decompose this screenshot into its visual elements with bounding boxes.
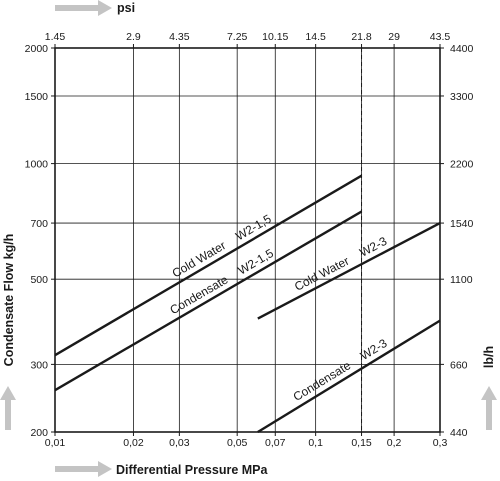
y2-tick-label: 1540 bbox=[450, 218, 474, 230]
x2-tick-label: 1.45 bbox=[45, 31, 66, 43]
x-tick-label: 0,03 bbox=[169, 437, 190, 449]
x-tick-label: 0,07 bbox=[265, 437, 286, 449]
y2-tick-label: 1100 bbox=[450, 274, 473, 286]
x-tick-label: 0,15 bbox=[351, 437, 372, 449]
y2-tick-label: 2200 bbox=[450, 159, 474, 171]
x2-tick-label: 2.9 bbox=[126, 31, 141, 43]
y2-tick-label: 660 bbox=[450, 359, 468, 371]
grid bbox=[54, 47, 441, 433]
series-line-2 bbox=[54, 210, 363, 392]
plot-frame bbox=[54, 47, 441, 433]
series-line-3 bbox=[257, 222, 441, 320]
y-tick-label: 2000 bbox=[25, 43, 49, 55]
y-tick-label: 500 bbox=[30, 274, 48, 286]
series-line-4 bbox=[257, 319, 441, 434]
x2-tick-label: 14.5 bbox=[305, 31, 326, 43]
y-tick-label: 1500 bbox=[25, 91, 49, 103]
y2-tick-label: 3300 bbox=[450, 91, 474, 103]
x-axis-title: Differential Pressure MPa bbox=[116, 463, 268, 477]
x-tick-label: 0,1 bbox=[308, 437, 323, 449]
x-tick-label: 0,2 bbox=[387, 437, 402, 449]
y-axis-arrow-icon bbox=[0, 386, 16, 430]
x2-axis-title: psi bbox=[117, 1, 135, 15]
series-label-4: CondensateW2-3 bbox=[291, 336, 390, 404]
x2-tick-label: 29 bbox=[388, 31, 400, 43]
x-tick-label: 0,05 bbox=[227, 437, 248, 449]
x2-tick-label: 10.15 bbox=[262, 31, 288, 43]
x-axis-arrow-icon bbox=[55, 461, 112, 477]
y-tick-label: 700 bbox=[30, 218, 48, 230]
data-lines bbox=[54, 174, 441, 434]
tick-labels: 0,01 0,02 0,03 0,05 0,07 0,1 0,15 0,2 0,3 1.45 2.9… bbox=[25, 31, 474, 449]
x2-tick-label: 21.8 bbox=[351, 31, 372, 43]
y-tick-label: 1000 bbox=[25, 159, 49, 171]
y-tick-label: 200 bbox=[30, 427, 48, 439]
x2-axis-arrow-icon bbox=[55, 0, 112, 16]
y2-tick-label: 440 bbox=[450, 427, 468, 439]
x-tick-label: 0,3 bbox=[433, 437, 448, 449]
x2-tick-label: 43.5 bbox=[430, 31, 451, 43]
series-label-1: Cold WaterW2-1,5 bbox=[170, 212, 274, 281]
x2-tick-label: 7.25 bbox=[227, 31, 248, 43]
y2-tick-label: 4400 bbox=[450, 43, 474, 55]
x-tick-label: 0,01 bbox=[45, 437, 66, 449]
y2-axis-title: lb/h bbox=[482, 346, 496, 368]
x2-tick-label: 4.35 bbox=[169, 31, 190, 43]
y2-axis-arrow-icon bbox=[481, 386, 497, 430]
series-line-1 bbox=[54, 174, 363, 357]
y-tick-label: 300 bbox=[30, 359, 48, 371]
y-axis-title: Condensate Flow kg/h bbox=[2, 234, 16, 367]
x-tick-label: 0,02 bbox=[123, 437, 144, 449]
